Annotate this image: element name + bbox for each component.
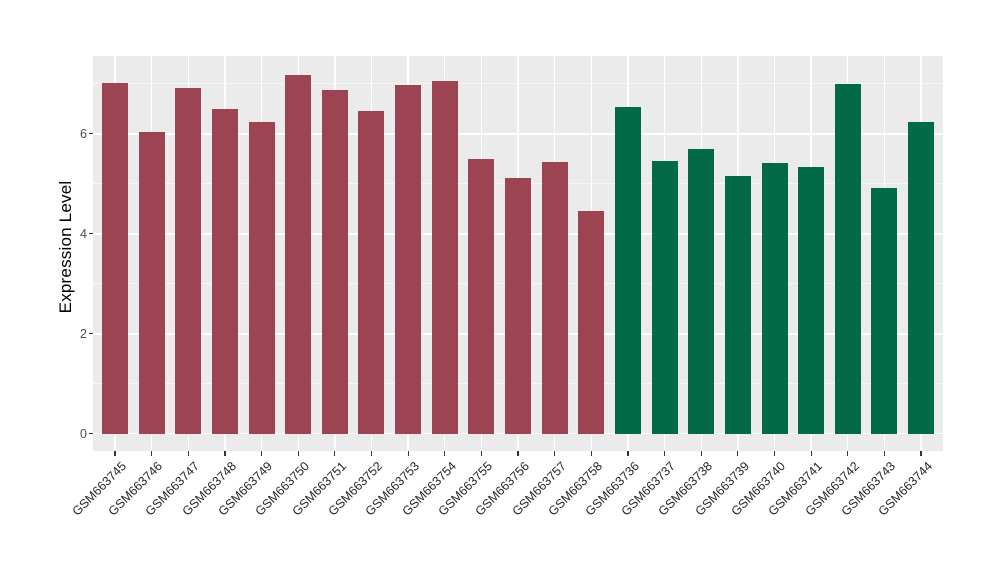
bar [651, 161, 678, 434]
x-tick-mark [517, 451, 519, 456]
y-tick-mark [88, 133, 93, 135]
x-tick-mark [260, 451, 263, 456]
bar [761, 163, 788, 434]
bar [724, 176, 751, 434]
plot-panel [93, 56, 943, 451]
y-tick-mark [88, 333, 93, 335]
bar [431, 81, 458, 434]
bar [248, 122, 275, 434]
x-tick-mark [700, 451, 702, 456]
y-tick-label: 2 [80, 326, 87, 341]
bar [688, 148, 715, 434]
x-tick-mark [847, 451, 849, 456]
bar [541, 162, 568, 434]
x-tick-mark [920, 451, 922, 456]
bar [211, 108, 238, 434]
x-tick-mark [334, 451, 336, 456]
bar [285, 74, 312, 434]
x-tick-mark [737, 451, 739, 456]
bar [175, 87, 202, 434]
x-tick-mark [151, 451, 153, 456]
x-tick-mark [444, 451, 446, 456]
y-tick-label: 6 [80, 126, 87, 141]
x-tick-mark [480, 451, 482, 456]
bar [871, 187, 898, 434]
y-tick-label: 0 [80, 426, 87, 441]
x-tick-mark [554, 451, 556, 456]
bar [102, 83, 128, 434]
x-tick-mark [187, 451, 189, 456]
bar [138, 132, 165, 434]
bar [321, 89, 348, 434]
bar [395, 84, 422, 434]
x-tick-mark [407, 451, 409, 456]
bar [908, 121, 935, 434]
bar [468, 158, 495, 434]
bar [834, 83, 861, 434]
major-gridline [93, 133, 943, 135]
x-tick-mark [590, 451, 592, 456]
x-tick-mark [664, 451, 666, 456]
y-tick-mark [88, 433, 93, 435]
minor-gridline [93, 83, 943, 85]
bar [578, 211, 605, 434]
x-tick-mark [370, 451, 373, 456]
x-tick-mark [297, 451, 299, 456]
x-tick-mark [773, 451, 776, 456]
x-tick-mark [224, 451, 226, 456]
bar [505, 177, 532, 434]
bar [798, 166, 825, 434]
x-tick-mark [114, 451, 116, 456]
y-tick-mark [88, 233, 93, 235]
y-axis-title: Expression Level [56, 180, 75, 314]
bar [358, 111, 385, 434]
y-tick-label: 4 [80, 226, 87, 241]
x-tick-mark [883, 451, 886, 456]
x-tick-mark [810, 451, 812, 456]
x-tick-mark [627, 451, 629, 456]
bar [614, 107, 641, 434]
